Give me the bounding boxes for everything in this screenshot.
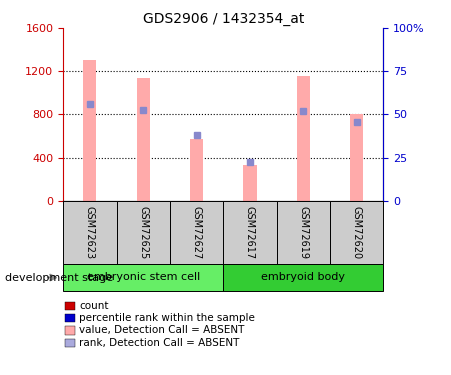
Bar xyxy=(297,76,310,201)
Title: GDS2906 / 1432354_at: GDS2906 / 1432354_at xyxy=(143,12,304,26)
Text: embryoid body: embryoid body xyxy=(261,273,345,282)
Bar xyxy=(350,114,364,201)
Bar xyxy=(276,201,330,264)
Text: GSM72620: GSM72620 xyxy=(352,206,362,259)
Text: count: count xyxy=(79,301,108,310)
Text: embryonic stem cell: embryonic stem cell xyxy=(87,273,200,282)
Text: value, Detection Call = ABSENT: value, Detection Call = ABSENT xyxy=(79,326,244,335)
Bar xyxy=(330,201,383,264)
Text: GSM72623: GSM72623 xyxy=(85,206,95,259)
Text: GSM72617: GSM72617 xyxy=(245,206,255,259)
Text: percentile rank within the sample: percentile rank within the sample xyxy=(79,313,255,323)
Text: GSM72619: GSM72619 xyxy=(298,206,308,259)
Bar xyxy=(83,60,97,201)
Bar xyxy=(137,78,150,201)
Text: GSM72627: GSM72627 xyxy=(192,206,202,259)
Bar xyxy=(170,201,223,264)
Text: rank, Detection Call = ABSENT: rank, Detection Call = ABSENT xyxy=(79,338,239,348)
Text: development stage: development stage xyxy=(5,273,113,283)
Bar xyxy=(63,201,116,264)
Bar xyxy=(190,139,203,201)
Bar xyxy=(243,165,257,201)
Bar xyxy=(63,264,223,291)
Bar xyxy=(116,201,170,264)
Text: GSM72625: GSM72625 xyxy=(138,206,148,259)
Bar xyxy=(223,201,276,264)
Bar xyxy=(223,264,383,291)
